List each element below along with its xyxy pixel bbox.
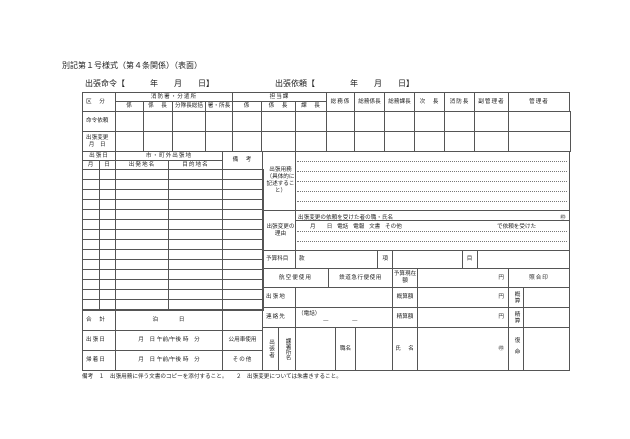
dash-2: — xyxy=(352,318,358,324)
fuku: 副管理者 xyxy=(474,92,509,112)
rail-use[interactable]: 鉄道急行便使用 xyxy=(328,268,393,288)
moku-field[interactable] xyxy=(477,250,570,269)
approval-cell[interactable] xyxy=(326,131,355,152)
henko-label: 出張変更 月 日 xyxy=(82,131,116,152)
approval-cell[interactable] xyxy=(172,111,206,132)
footnote: 備考 １ 出張用務に伴う文書のコピーを添付すること。 ２ 出張変更については朱書… xyxy=(82,374,342,380)
report-seal[interactable] xyxy=(523,327,570,371)
approval-cell[interactable] xyxy=(205,131,233,152)
approval-cell[interactable] xyxy=(444,111,475,132)
approval-cell[interactable] xyxy=(205,111,233,132)
dept-label: 課署所名 xyxy=(278,327,296,371)
estimate-label: 概算額 xyxy=(392,287,418,308)
change-received: で依頼を受けた xyxy=(497,224,537,230)
place-label: 出張地 xyxy=(262,287,296,308)
settle-label: 精算額 xyxy=(392,307,418,328)
current-budget-label: 予算現在額 xyxy=(392,268,418,288)
estimate-yen[interactable]: 円 xyxy=(417,287,509,308)
approval-cell[interactable] xyxy=(115,131,144,152)
approval-cell[interactable] xyxy=(508,111,571,132)
approval-cell[interactable] xyxy=(444,131,475,152)
approval-cell[interactable] xyxy=(354,111,385,132)
settle-yen[interactable]: 円 xyxy=(417,307,509,328)
approval-cell[interactable] xyxy=(414,111,445,132)
other: その他 xyxy=(222,350,263,371)
form-title: 別記第１号様式（第４条関係）（表面） xyxy=(62,61,202,70)
approval-cell[interactable] xyxy=(474,131,509,152)
kan[interactable]: 款 xyxy=(295,250,378,269)
approval-cell[interactable] xyxy=(508,131,571,152)
return-label: 帰着日 xyxy=(82,350,116,371)
kou-label: 項 xyxy=(377,250,393,269)
somucho: 総務係長 xyxy=(354,92,385,112)
contact-label: 連絡先 xyxy=(262,307,296,328)
approval-cell[interactable] xyxy=(295,111,327,132)
somu: 総務係 xyxy=(326,92,355,112)
approval-cell[interactable] xyxy=(232,131,262,152)
approval-cell[interactable] xyxy=(261,111,296,132)
approval-cell[interactable] xyxy=(414,131,445,152)
kou-field[interactable] xyxy=(392,250,463,269)
approval-cell[interactable] xyxy=(295,131,327,152)
total-blank xyxy=(222,310,263,331)
total-label: 合 計 xyxy=(82,310,116,331)
estimate-short: 概算 xyxy=(508,287,524,308)
settle-short: 精算 xyxy=(508,307,524,328)
seal-mark: ㊞ xyxy=(560,215,566,221)
request-label: 出張依頼【 xyxy=(275,79,315,88)
kanri: 管理者 xyxy=(508,92,570,112)
approval-cell[interactable] xyxy=(172,131,206,152)
change-method: 月 日 電話 電報 文書 その他 xyxy=(310,224,402,230)
approval-cell[interactable] xyxy=(384,111,415,132)
estimate-seal[interactable] xyxy=(523,287,570,308)
name-label: 氏 名 xyxy=(392,327,418,371)
approval-cell[interactable] xyxy=(354,131,385,152)
official-car: 公用車使用 xyxy=(222,330,263,351)
post-label: 職名 xyxy=(335,327,356,371)
depart-time[interactable]: 月 日 午前/午後 時 分 xyxy=(115,330,223,351)
report-label: 復命 xyxy=(508,327,524,371)
approval-cell[interactable] xyxy=(232,111,262,132)
approval-cell[interactable] xyxy=(115,111,144,132)
purpose-label: 出張用務（具体的に記述すること） xyxy=(262,151,296,211)
request-date: 年 月 日】 xyxy=(350,79,414,88)
approval-cell[interactable] xyxy=(474,111,509,132)
return-time[interactable]: 月 日 午前/午後 時 分 xyxy=(115,350,223,371)
name-seal[interactable]: ㊞ xyxy=(417,327,509,371)
dept-field[interactable] xyxy=(295,327,336,371)
moku-label: 目 xyxy=(462,250,478,269)
air-use[interactable]: 航空便使用 xyxy=(262,268,329,288)
current-budget-yen[interactable]: 円 xyxy=(417,268,509,288)
jicho: 次 長 xyxy=(414,92,445,112)
check-seal: 照合印 xyxy=(508,268,570,288)
dash-1: — xyxy=(323,318,329,324)
traveler-label: 出張者 xyxy=(262,327,279,371)
approval-cell[interactable] xyxy=(143,131,173,152)
post-field[interactable] xyxy=(355,327,393,371)
budget-label: 予算科目 xyxy=(262,250,296,269)
depart-label: 出張日 xyxy=(82,330,116,351)
phone-label: （電話） xyxy=(298,311,321,317)
settle-seal[interactable] xyxy=(523,307,570,328)
approval-cell[interactable] xyxy=(261,131,296,152)
kubun: 区 分 xyxy=(82,92,116,112)
approval-cell[interactable] xyxy=(143,111,173,132)
approval-cell[interactable] xyxy=(384,131,415,152)
change-receiver: 出張変更の依頼を受けた者の職・氏名 xyxy=(298,215,394,221)
shoboucho: 消防長 xyxy=(444,92,475,112)
irai-label: 命令依頼 xyxy=(82,111,116,132)
somukacho: 総務課長 xyxy=(384,92,415,112)
approval-cell[interactable] xyxy=(326,111,355,132)
order-label: 出張命令【 xyxy=(85,79,125,88)
place-field[interactable] xyxy=(295,287,393,308)
remarks-header: 備 考 xyxy=(222,151,263,170)
total-value: 泊 日 xyxy=(115,310,223,331)
order-date: 年 月 日】 xyxy=(150,79,214,88)
change-label: 出張変更の理由 xyxy=(262,210,296,251)
